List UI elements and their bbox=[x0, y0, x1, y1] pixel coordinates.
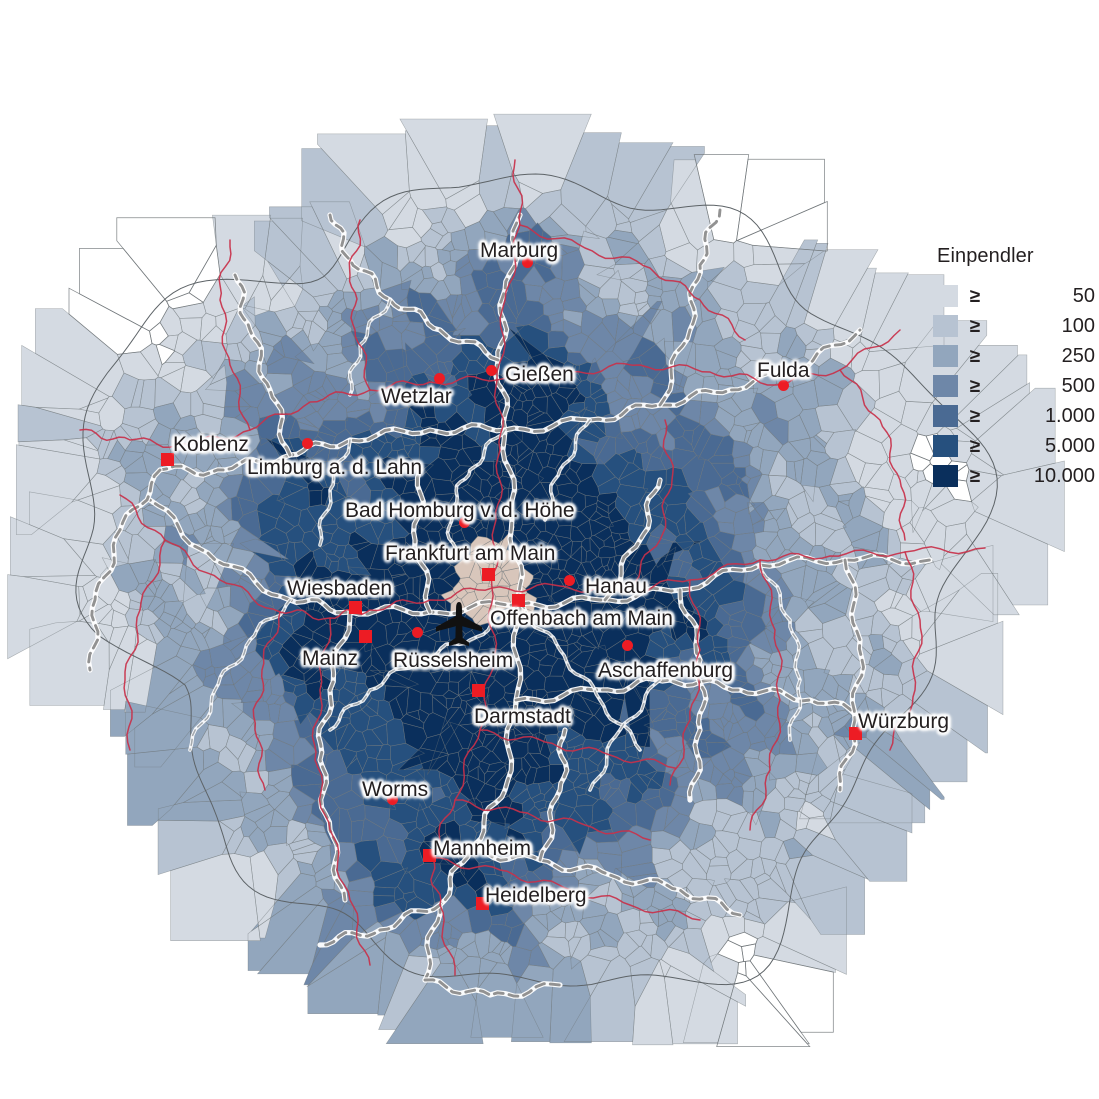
legend-ge-symbol: ≥ bbox=[969, 435, 981, 457]
legend-value: 5.000 bbox=[1044, 434, 1095, 457]
legend-ge-symbol: ≥ bbox=[969, 375, 981, 397]
legend-value: 50 bbox=[1072, 284, 1095, 307]
city-marker bbox=[485, 364, 497, 376]
legend-swatch bbox=[933, 345, 958, 367]
city-marker bbox=[621, 639, 633, 651]
city-marker bbox=[481, 567, 495, 581]
legend-ge-symbol: ≥ bbox=[969, 465, 981, 487]
legend-swatch bbox=[933, 285, 958, 307]
city-marker bbox=[563, 574, 575, 586]
city-marker bbox=[301, 437, 313, 449]
city-marker bbox=[160, 452, 174, 466]
municipality-boundaries bbox=[7, 113, 1065, 1047]
legend-ge-symbol: ≥ bbox=[969, 315, 981, 337]
city-marker bbox=[471, 683, 485, 697]
legend-row: ≥1.000 bbox=[933, 402, 1099, 430]
city-marker bbox=[348, 600, 362, 614]
legend-row: ≥5.000 bbox=[933, 432, 1099, 460]
city-marker bbox=[422, 848, 436, 862]
legend-row: ≥100 bbox=[933, 312, 1099, 340]
legend-swatch bbox=[933, 435, 958, 457]
city-marker bbox=[475, 896, 489, 910]
city-marker bbox=[358, 629, 372, 643]
legend-value: 1.000 bbox=[1044, 404, 1095, 427]
legend-value: 250 bbox=[1061, 344, 1095, 367]
legend-ge-symbol: ≥ bbox=[969, 285, 981, 307]
legend-value: 100 bbox=[1061, 314, 1095, 337]
legend-swatch bbox=[933, 465, 958, 487]
city-marker bbox=[411, 626, 423, 638]
legend-swatch bbox=[933, 405, 958, 427]
legend-swatch bbox=[933, 315, 958, 337]
city-marker bbox=[848, 726, 862, 740]
legend-value: 10.000 bbox=[1033, 464, 1095, 487]
legend-row: ≥250 bbox=[933, 342, 1099, 370]
legend: Einpendler ≥50 ≥100 ≥250 ≥500 ≥1.000 ≥5.000 ≥1… bbox=[933, 245, 1099, 492]
legend-row: ≥10.000 bbox=[933, 462, 1099, 490]
city-marker bbox=[777, 379, 789, 391]
legend-title: Einpendler bbox=[937, 245, 1034, 267]
legend-ge-symbol: ≥ bbox=[969, 405, 981, 427]
autobahn-network bbox=[86, 207, 933, 999]
legend-row: ≥50 bbox=[933, 282, 1099, 310]
city-marker bbox=[433, 372, 445, 384]
legend-row: ≥500 bbox=[933, 372, 1099, 400]
city-marker bbox=[458, 516, 470, 528]
legend-swatch bbox=[933, 375, 958, 397]
legend-ge-symbol: ≥ bbox=[969, 345, 981, 367]
city-marker bbox=[521, 256, 533, 268]
rail-network bbox=[79, 159, 986, 976]
city-marker bbox=[511, 593, 525, 607]
legend-value: 500 bbox=[1061, 374, 1095, 397]
airplane-icon bbox=[436, 602, 482, 646]
city-marker bbox=[386, 793, 398, 805]
